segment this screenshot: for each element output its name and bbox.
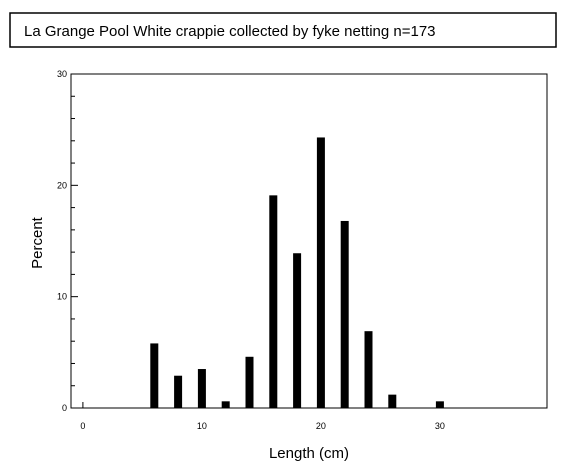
- chart-title: La Grange Pool White crappie collected b…: [24, 23, 436, 40]
- bar: [364, 331, 373, 408]
- bar: [293, 253, 302, 408]
- bar: [340, 220, 349, 408]
- x-tick-label: 10: [197, 421, 207, 431]
- bar: [435, 401, 444, 408]
- bars: [150, 137, 444, 408]
- title-box: [9, 12, 557, 48]
- bar: [245, 356, 254, 408]
- x-tick-label: 30: [435, 421, 445, 431]
- y-tick-label: 0: [62, 403, 67, 413]
- x-axis-title: Length (cm): [269, 445, 349, 462]
- bar: [174, 375, 183, 408]
- bar: [221, 401, 230, 408]
- y-axis-title: Percent: [29, 216, 46, 269]
- bar: [269, 195, 278, 408]
- x-tick-label: 20: [316, 421, 326, 431]
- y-tick-label: 30: [57, 69, 67, 79]
- y-tick-label: 10: [57, 292, 67, 302]
- bar: [316, 137, 325, 408]
- y-tick-label: 20: [57, 180, 67, 190]
- plot-frame: [70, 73, 548, 409]
- bar: [150, 343, 159, 408]
- bar: [388, 394, 397, 408]
- y-axis-ticks: 0 10 20 30: [57, 69, 78, 413]
- x-tick-label: 0: [80, 421, 85, 431]
- bar: [197, 369, 206, 408]
